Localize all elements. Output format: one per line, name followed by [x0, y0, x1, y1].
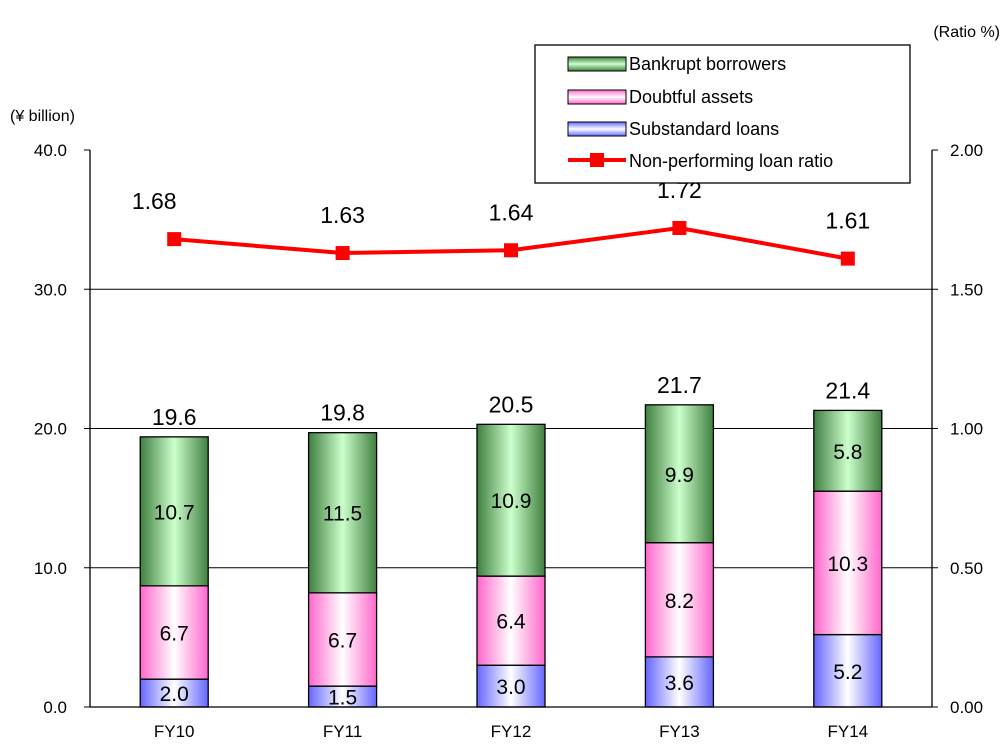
- bar-total-label: 21.7: [657, 372, 702, 398]
- right-unit-label: (Ratio %): [933, 24, 1000, 41]
- x-tick-label: FY14: [827, 722, 868, 741]
- bar-segment-doubtful: [813, 490, 883, 636]
- y2-tick-label: 0.00: [950, 698, 983, 717]
- legend-swatch-bankrupt: [567, 56, 627, 72]
- bar-segment-label: 10.7: [154, 501, 195, 524]
- bar-segment-label: 5.8: [833, 441, 862, 464]
- legend-swatch-doubtful: [567, 89, 627, 105]
- ratio-marker: [167, 232, 182, 247]
- bar-segment-label: 6.7: [160, 623, 189, 646]
- bar-segment-label: 10.3: [827, 553, 868, 576]
- y-tick-label: 30.0: [34, 280, 67, 299]
- legend-label-substandard: Substandard loans: [629, 119, 779, 139]
- y2-axis-ticks: 0.00 0.50 1.00 1.50 2.00: [950, 141, 983, 717]
- y-tick-label: 20.0: [34, 420, 67, 439]
- bars: 2.0 6.7 10.7 19.6 1.5 6.7 11.5 19.8 3.0 6.4 10.9 20…: [139, 372, 883, 710]
- x-tick-label: FY10: [154, 722, 195, 741]
- bar-segment-label: 3.6: [665, 672, 694, 695]
- y2-tick-label: 0.50: [950, 559, 983, 578]
- bar-segment-label: 8.2: [665, 590, 694, 613]
- y-axis-ticks: 0.0 10.0 20.0 30.0 40.0: [34, 141, 67, 717]
- bar-total-label: 21.4: [825, 377, 870, 403]
- axes: [84, 149, 938, 708]
- y2-tick-label: 2.00: [950, 141, 983, 160]
- bar-segment-label: 6.4: [496, 611, 526, 634]
- bar-segment-bankrupt: [139, 436, 209, 587]
- bar-total-label: 20.5: [489, 391, 534, 417]
- legend-label-bankrupt: Bankrupt borrowers: [629, 54, 786, 74]
- left-unit-label: (¥ billion): [10, 108, 75, 125]
- bar-total-label: 19.6: [152, 404, 197, 430]
- bar-segment-label: 1.5: [328, 687, 357, 710]
- x-tick-label: FY11: [323, 722, 362, 741]
- legend-label-ratio: Non-performing loan ratio: [629, 151, 833, 171]
- x-tick-label: FY12: [491, 722, 532, 741]
- bar-segment-bankrupt: [476, 423, 546, 577]
- bar-segment-doubtful: [476, 575, 546, 666]
- legend-label-doubtful: Doubtful assets: [629, 87, 753, 107]
- bar-segment-doubtful: [644, 542, 715, 658]
- y2-tick-label: 1.00: [950, 420, 983, 439]
- bar-segment-label: 2.0: [160, 683, 189, 706]
- bar-segment-label: 10.9: [491, 490, 532, 513]
- y-tick-label: 40.0: [34, 141, 67, 160]
- ratio-marker: [335, 246, 350, 261]
- bar-total-label: 19.8: [320, 400, 365, 426]
- ratio-line: 1.681.63 1.641.721.61: [132, 177, 870, 266]
- y-tick-label: 0.0: [43, 698, 67, 717]
- bar-segment-substandard: [476, 664, 546, 708]
- ratio-label: 1.64: [489, 199, 534, 225]
- bar-segment-label: 6.7: [328, 629, 357, 652]
- bar-segment-bankrupt: [813, 409, 883, 492]
- ratio-marker: [840, 251, 855, 266]
- bar-segment-bankrupt: [644, 404, 715, 544]
- ratio-marker: [672, 220, 687, 235]
- ratio-label: 1.61: [825, 208, 870, 234]
- bar-segment-label: 11.5: [323, 503, 362, 526]
- bar-segment-label: 5.2: [833, 661, 862, 684]
- bar-segment-bankrupt: [307, 432, 378, 594]
- legend-swatch-substandard: [567, 121, 627, 137]
- legend-marker-ratio: [590, 153, 604, 167]
- ratio-label: 1.68: [132, 188, 177, 214]
- legend: Bankrupt borrowers Doubtful assets Subst…: [534, 44, 911, 184]
- x-tick-label: FY13: [659, 722, 700, 741]
- bar-segment-substandard: [139, 678, 209, 708]
- bar-segment-label: 9.9: [665, 464, 694, 487]
- bar-segment-label: 3.0: [496, 676, 525, 699]
- y-tick-label: 10.0: [34, 559, 67, 578]
- y2-tick-label: 1.50: [950, 280, 983, 299]
- ratio-label: 1.63: [320, 202, 365, 228]
- x-axis-ticks: FY10 FY11 FY12 FY13 FY14: [154, 722, 868, 741]
- ratio-marker: [504, 243, 518, 258]
